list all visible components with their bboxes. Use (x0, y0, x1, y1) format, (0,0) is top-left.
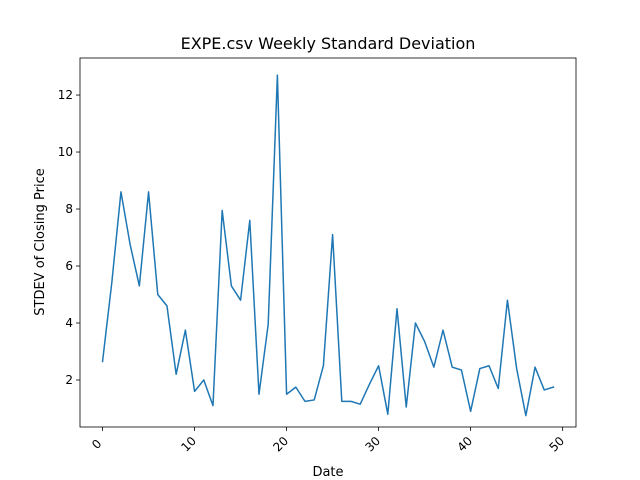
y-tick-label: 6 (65, 259, 73, 273)
y-tick-label: 10 (58, 145, 73, 159)
plot-area (79, 57, 577, 428)
series-line-0 (101, 74, 555, 417)
y-tick-label: 8 (65, 202, 73, 216)
y-tick-label: 4 (65, 316, 73, 330)
chart-title: EXPE.csv Weekly Standard Deviation (181, 34, 476, 53)
y-axis-ticks: 2 4 6 8 10 12 (58, 88, 80, 387)
y-tick-label: 12 (58, 88, 73, 102)
axes-frame (79, 57, 577, 428)
y-tick-label: 2 (65, 373, 73, 387)
y-axis-label: STDEV of Closing Price (33, 168, 48, 315)
x-axis-label: Date (312, 465, 343, 480)
